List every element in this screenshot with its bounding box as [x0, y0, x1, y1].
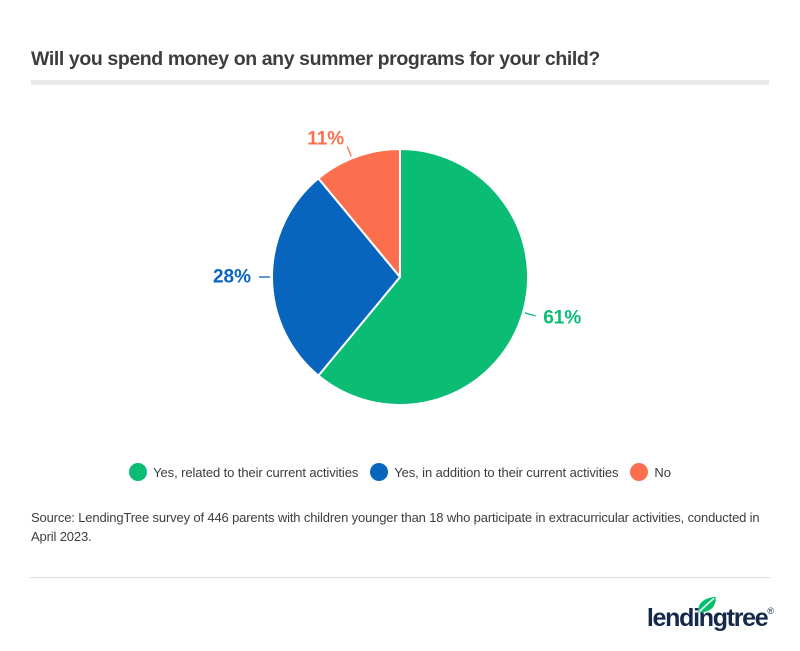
- legend: Yes, related to their current activities…: [0, 463, 800, 481]
- pie-chart: 61% 28% 11%: [213, 128, 581, 406]
- legend-swatch-blue: [370, 463, 389, 481]
- pie-value-label-2: 11%: [307, 128, 344, 149]
- legend-item-yes-related: Yes, related to their current activities: [129, 463, 358, 481]
- legend-swatch-orange: [630, 463, 649, 481]
- legend-swatch-green: [129, 463, 148, 481]
- pie-value-label-1: 28%: [213, 267, 251, 288]
- pie-value-label-0: 61%: [543, 308, 581, 329]
- source-text: Source: LendingTree survey of 446 parent…: [31, 510, 760, 544]
- legend-label: No: [654, 464, 671, 480]
- legend-label: Yes, related to their current activities: [153, 464, 359, 480]
- title-divider: [31, 80, 769, 85]
- pie-slice-0: [317, 148, 529, 406]
- legend-label: Yes, in addition to their current activi…: [394, 464, 619, 480]
- pie-slice-1: [270, 177, 401, 377]
- footer-divider: [30, 577, 770, 578]
- page-title: Will you spend money on any summer progr…: [31, 48, 600, 70]
- label-leader-2: [346, 146, 352, 157]
- legend-item-yes-addition: Yes, in addition to their current activi…: [370, 463, 619, 481]
- legend-item-no: No: [630, 463, 671, 481]
- pie-slice-2: [317, 148, 401, 278]
- lendingtree-logo: lendingtree ®: [647, 596, 774, 631]
- registered-mark: ®: [767, 606, 774, 616]
- label-leader-0: [524, 312, 536, 317]
- leaf-icon: [698, 596, 716, 613]
